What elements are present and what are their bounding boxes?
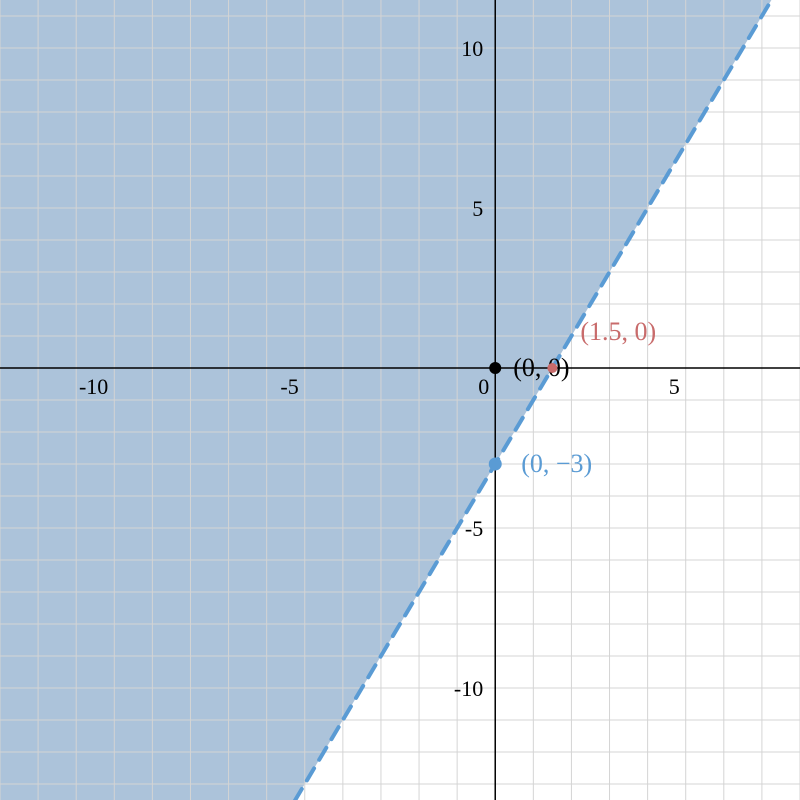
point-label-xint: (1.5, 0) (580, 317, 656, 346)
y-tick-label: 5 (472, 196, 483, 221)
x-tick-label: -5 (280, 374, 298, 399)
x-tick-label: 0 (478, 374, 489, 399)
y-tick-label: -10 (454, 676, 483, 701)
point-origin (489, 362, 501, 374)
point-label-yint: (0, −3) (521, 449, 592, 478)
point-yint (489, 458, 502, 471)
point-label-origin: (0, 0) (513, 353, 569, 382)
inequality-chart: -10 -5 0 5 -10 -5 5 10 (0, 0) (1.5, 0) (0, −3) (0, 0, 800, 800)
y-tick-label: 10 (461, 36, 483, 61)
chart-container: -10 -5 0 5 -10 -5 5 10 (0, 0) (1.5, 0) (0, −3) (0, 0, 800, 800)
x-tick-label: 5 (669, 374, 680, 399)
y-tick-label: -5 (465, 516, 483, 541)
point-xint (547, 363, 557, 373)
x-tick-label: -10 (79, 374, 108, 399)
